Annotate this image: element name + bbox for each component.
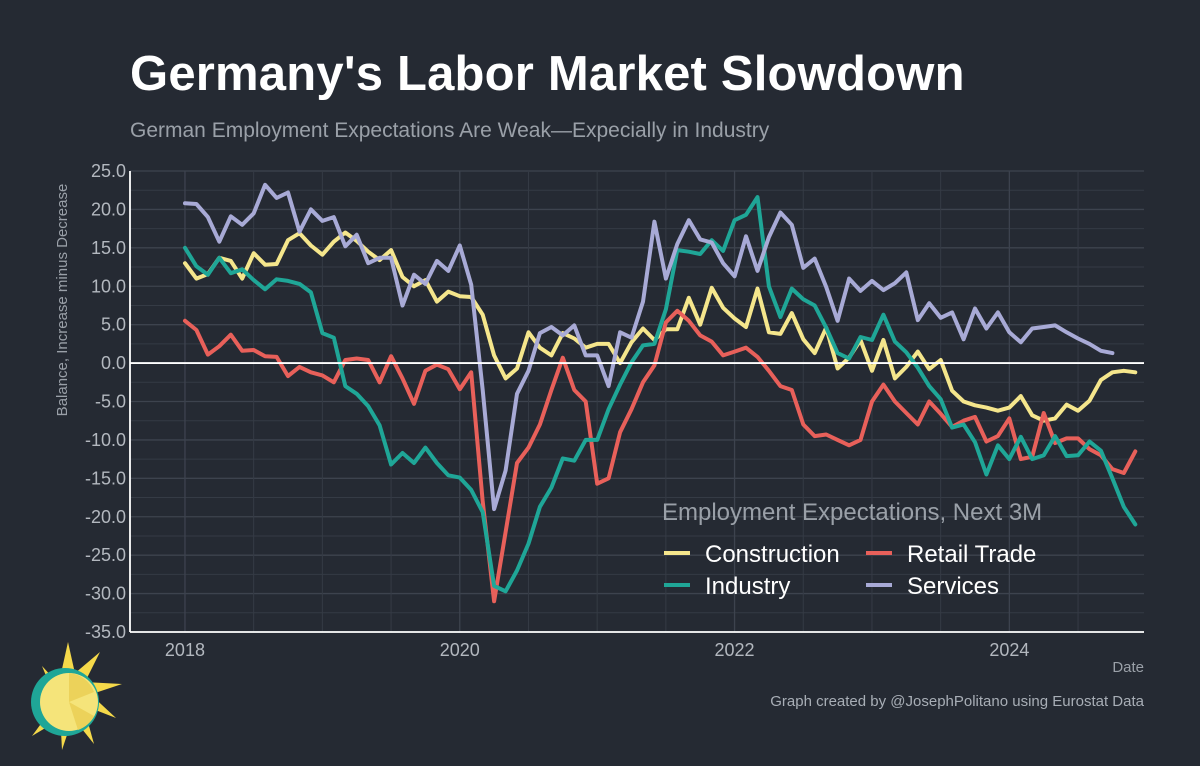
x-tick-label: 2024 (989, 640, 1029, 660)
y-tick-label: 25.0 (91, 161, 126, 181)
credit-text: Graph created by @JosephPolitano using E… (770, 693, 1144, 710)
y-tick-label: 20.0 (91, 199, 126, 219)
legend-item-retail-trade: Retail Trade (866, 541, 1036, 568)
series-line-construction (183, 230, 1138, 423)
y-tick-label: -5.0 (95, 392, 126, 412)
y-tick-label: 0.0 (101, 353, 126, 373)
y-tick-label: 10.0 (91, 276, 126, 296)
series-line-industry (183, 195, 1138, 594)
chart-subtitle: German Employment Expectations Are Weak—… (130, 119, 770, 142)
y-tick-label: -25.0 (85, 545, 126, 565)
y-tick-label: -10.0 (85, 430, 126, 450)
y-tick-label: -35.0 (85, 622, 126, 642)
x-tick-label: 2022 (715, 640, 755, 660)
legend-item-construction: Construction (664, 541, 840, 568)
y-tick-label: -20.0 (85, 507, 126, 527)
legend-label: Retail Trade (907, 541, 1036, 568)
legend-item-industry: Industry (664, 573, 790, 600)
sun-logo-icon (31, 642, 122, 750)
legend-item-services: Services (866, 573, 999, 600)
y-axis-label: Balance, Increase minus Decrease (54, 184, 71, 417)
y-tick-label: 5.0 (101, 315, 126, 335)
legend-label: Industry (705, 573, 790, 600)
legend: Employment Expectations, Next 3M Constru… (662, 499, 1042, 600)
y-tick-label: -15.0 (85, 468, 126, 488)
x-axis-label: Date (1112, 659, 1144, 676)
y-tick-label: -30.0 (85, 584, 126, 604)
legend-label: Services (907, 573, 999, 600)
legend-title: Employment Expectations, Next 3M (662, 499, 1042, 526)
legend-label: Construction (705, 541, 840, 568)
y-tick-label: 15.0 (91, 238, 126, 258)
axes (129, 171, 1144, 633)
tick-labels: 25.0 20.0 15.0 10.0 5.0 0.0 -5.0 -10.0 -15.0 -20.… (85, 161, 1029, 660)
series-line-services (183, 182, 1115, 512)
chart-title: Germany's Labor Market Slowdown (130, 47, 965, 101)
x-tick-label: 2018 (165, 640, 205, 660)
x-tick-label: 2020 (440, 640, 480, 660)
